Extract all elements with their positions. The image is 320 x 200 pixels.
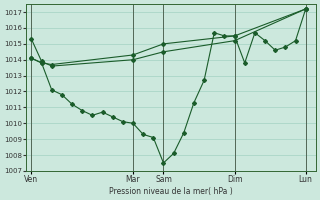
X-axis label: Pression niveau de la mer( hPa ): Pression niveau de la mer( hPa ) <box>109 187 233 196</box>
